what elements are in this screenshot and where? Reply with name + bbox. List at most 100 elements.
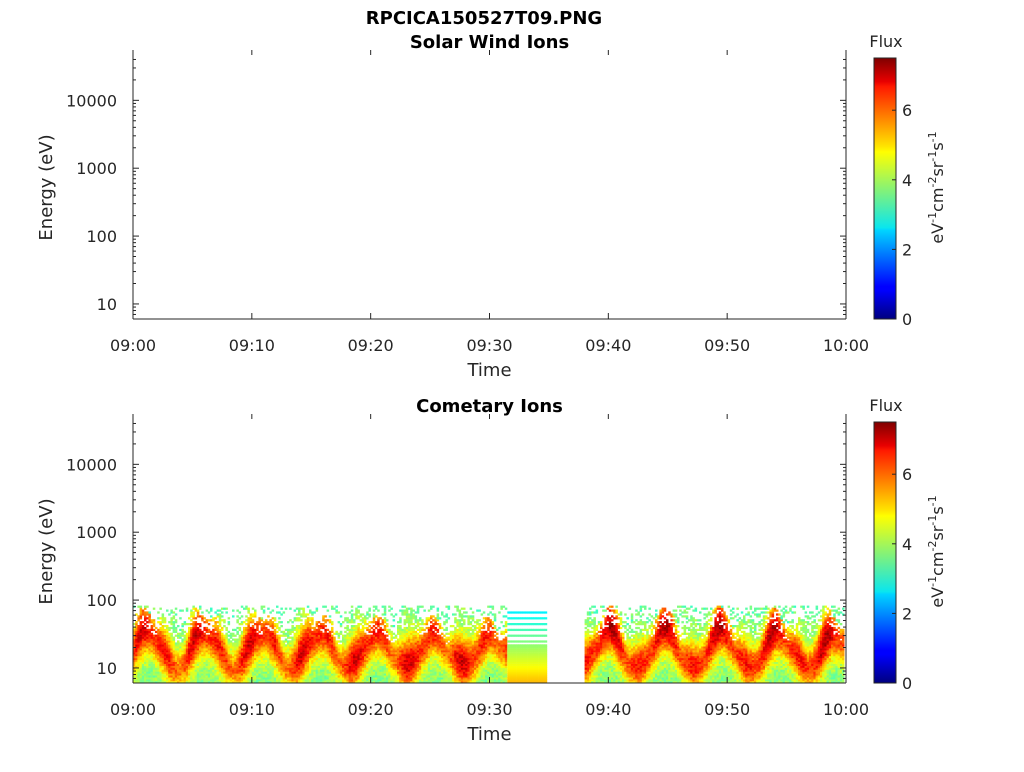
flux-cell — [221, 662, 224, 664]
flux-cell — [241, 679, 244, 681]
flux-cell — [208, 675, 211, 677]
flux-cell — [294, 644, 297, 646]
flux-cell — [234, 629, 237, 631]
flux-cell — [324, 650, 327, 652]
flux-cell — [311, 656, 314, 658]
flux-cell — [192, 673, 195, 675]
flux-cell — [459, 675, 462, 677]
flux-cell — [311, 666, 314, 668]
flux-cell — [199, 644, 202, 646]
flux-cell — [445, 671, 448, 673]
flux-cell — [241, 671, 244, 673]
flux-cell — [153, 639, 156, 641]
flux-cell — [208, 660, 211, 662]
flux-cell — [203, 652, 206, 654]
flux-cell — [373, 658, 376, 660]
flux-cell — [397, 633, 400, 635]
flux-cell — [219, 658, 222, 660]
flux-cell — [201, 656, 204, 658]
flux-cell — [470, 646, 473, 648]
flux-cell — [151, 652, 154, 654]
flux-cell — [234, 675, 237, 677]
flux-cell — [210, 644, 213, 646]
flux-cell — [338, 633, 341, 635]
flux-cell — [236, 631, 239, 633]
flux-cell — [219, 639, 222, 641]
flux-cell — [228, 677, 231, 679]
flux-cell — [142, 640, 145, 642]
flux-cell — [404, 648, 407, 650]
flux-cell — [296, 670, 299, 672]
flux-cell — [349, 639, 352, 641]
flux-cell — [419, 660, 422, 662]
flux-cell — [408, 617, 411, 619]
flux-cell — [371, 635, 374, 637]
flux-cell — [296, 619, 299, 621]
flux-cell — [296, 654, 299, 656]
flux-cell — [256, 639, 259, 641]
flux-cell — [210, 671, 213, 673]
flux-cell — [360, 679, 363, 681]
flux-cell — [190, 637, 193, 639]
flux-cell — [278, 671, 281, 673]
flux-cell — [450, 666, 453, 668]
flux-cell — [401, 606, 404, 608]
flux-cell — [181, 631, 184, 633]
flux-cell — [269, 639, 272, 641]
flux-cell — [192, 621, 195, 623]
flux-cell — [333, 639, 336, 641]
flux-cell — [417, 679, 420, 681]
flux-cell — [368, 635, 371, 637]
flux-cell — [181, 656, 184, 658]
flux-cell — [397, 640, 400, 642]
flux-cell — [432, 664, 435, 666]
flux-cell — [432, 635, 435, 637]
flux-cell — [285, 608, 288, 610]
flux-cell — [280, 677, 283, 679]
flux-cell — [335, 652, 338, 654]
flux-cell — [461, 629, 464, 631]
flux-cell — [245, 660, 248, 662]
flux-cell — [432, 627, 435, 629]
flux-cell — [362, 664, 365, 666]
flux-cell — [146, 639, 149, 641]
flux-cell — [349, 629, 352, 631]
flux-cell — [210, 656, 213, 658]
flux-cell — [351, 627, 354, 629]
flux-cell — [214, 654, 217, 656]
flux-cell — [375, 656, 378, 658]
flux-cell — [137, 631, 140, 633]
flux-cell — [401, 666, 404, 668]
flux-cell — [269, 664, 272, 666]
flux-cell — [212, 646, 215, 648]
flux-cell — [434, 668, 437, 670]
flux-cell — [274, 633, 277, 635]
flux-cell — [331, 637, 334, 639]
flux-cell — [432, 606, 435, 608]
flux-cell — [388, 668, 391, 670]
flux-cell — [256, 644, 259, 646]
flux-cell — [157, 629, 160, 631]
flux-cell — [406, 662, 409, 664]
flux-cell — [357, 648, 360, 650]
flux-cell — [357, 673, 360, 675]
flux-cell — [384, 608, 387, 610]
flux-cell — [454, 666, 457, 668]
flux-cell — [188, 644, 191, 646]
flux-cell — [148, 635, 151, 637]
flux-cell — [221, 654, 224, 656]
flux-cell — [285, 673, 288, 675]
flux-cell — [212, 662, 215, 664]
flux-cell — [423, 633, 426, 635]
flux-cell — [256, 627, 259, 629]
flux-cell — [267, 640, 270, 642]
flux-cell — [276, 631, 279, 633]
flux-cell — [333, 654, 336, 656]
flux-cell — [221, 635, 224, 637]
flux-cell — [298, 617, 301, 619]
flux-cell — [335, 671, 338, 673]
flux-cell — [346, 642, 349, 644]
flux-cell — [203, 658, 206, 660]
flux-cell — [175, 646, 178, 648]
flux-cell — [243, 656, 246, 658]
